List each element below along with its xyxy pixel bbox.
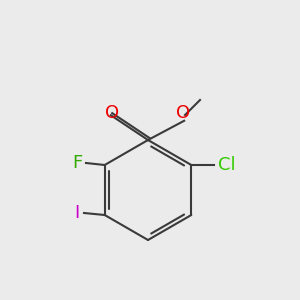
Text: O: O [105,104,119,122]
Text: I: I [74,204,79,222]
Text: O: O [176,104,190,122]
Text: F: F [72,154,82,172]
Text: Cl: Cl [218,156,236,174]
